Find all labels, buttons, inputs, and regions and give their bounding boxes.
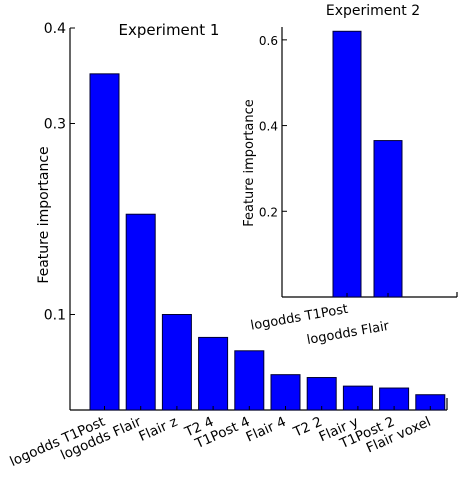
x-tick-label: logodds Flair [306,319,391,348]
bar-logodds-flair [373,140,403,298]
bar-logodds-t1post [332,30,362,298]
y-tick-label: 0.3 [44,117,66,133]
y-tick-label: 0.2 [259,205,278,219]
bar-logodds-t1post [89,73,120,411]
bar-flair-z [161,314,192,411]
y-tick-label: 0.4 [259,120,278,134]
y-tick-label: 0.4 [44,21,66,37]
bar-t2-2 [306,377,337,411]
chart-title: Experiment 2 [326,3,420,19]
x-tick-label: Flair 4 [244,414,289,446]
bar-flair-4 [270,374,301,411]
inset-background [282,26,458,298]
bar-logodds-flair [125,213,156,411]
bar-t2-4 [198,336,229,411]
y-axis-label: Feature importance [242,99,257,227]
y-tick-label: 0.6 [259,34,278,48]
y-tick-label: 0.1 [44,308,66,324]
bar-t1post-4 [234,350,265,411]
x-tick-label: Flair z [136,414,179,445]
y-axis-label: Feature importance [36,146,52,283]
chart-title: Experiment 1 [119,21,220,39]
